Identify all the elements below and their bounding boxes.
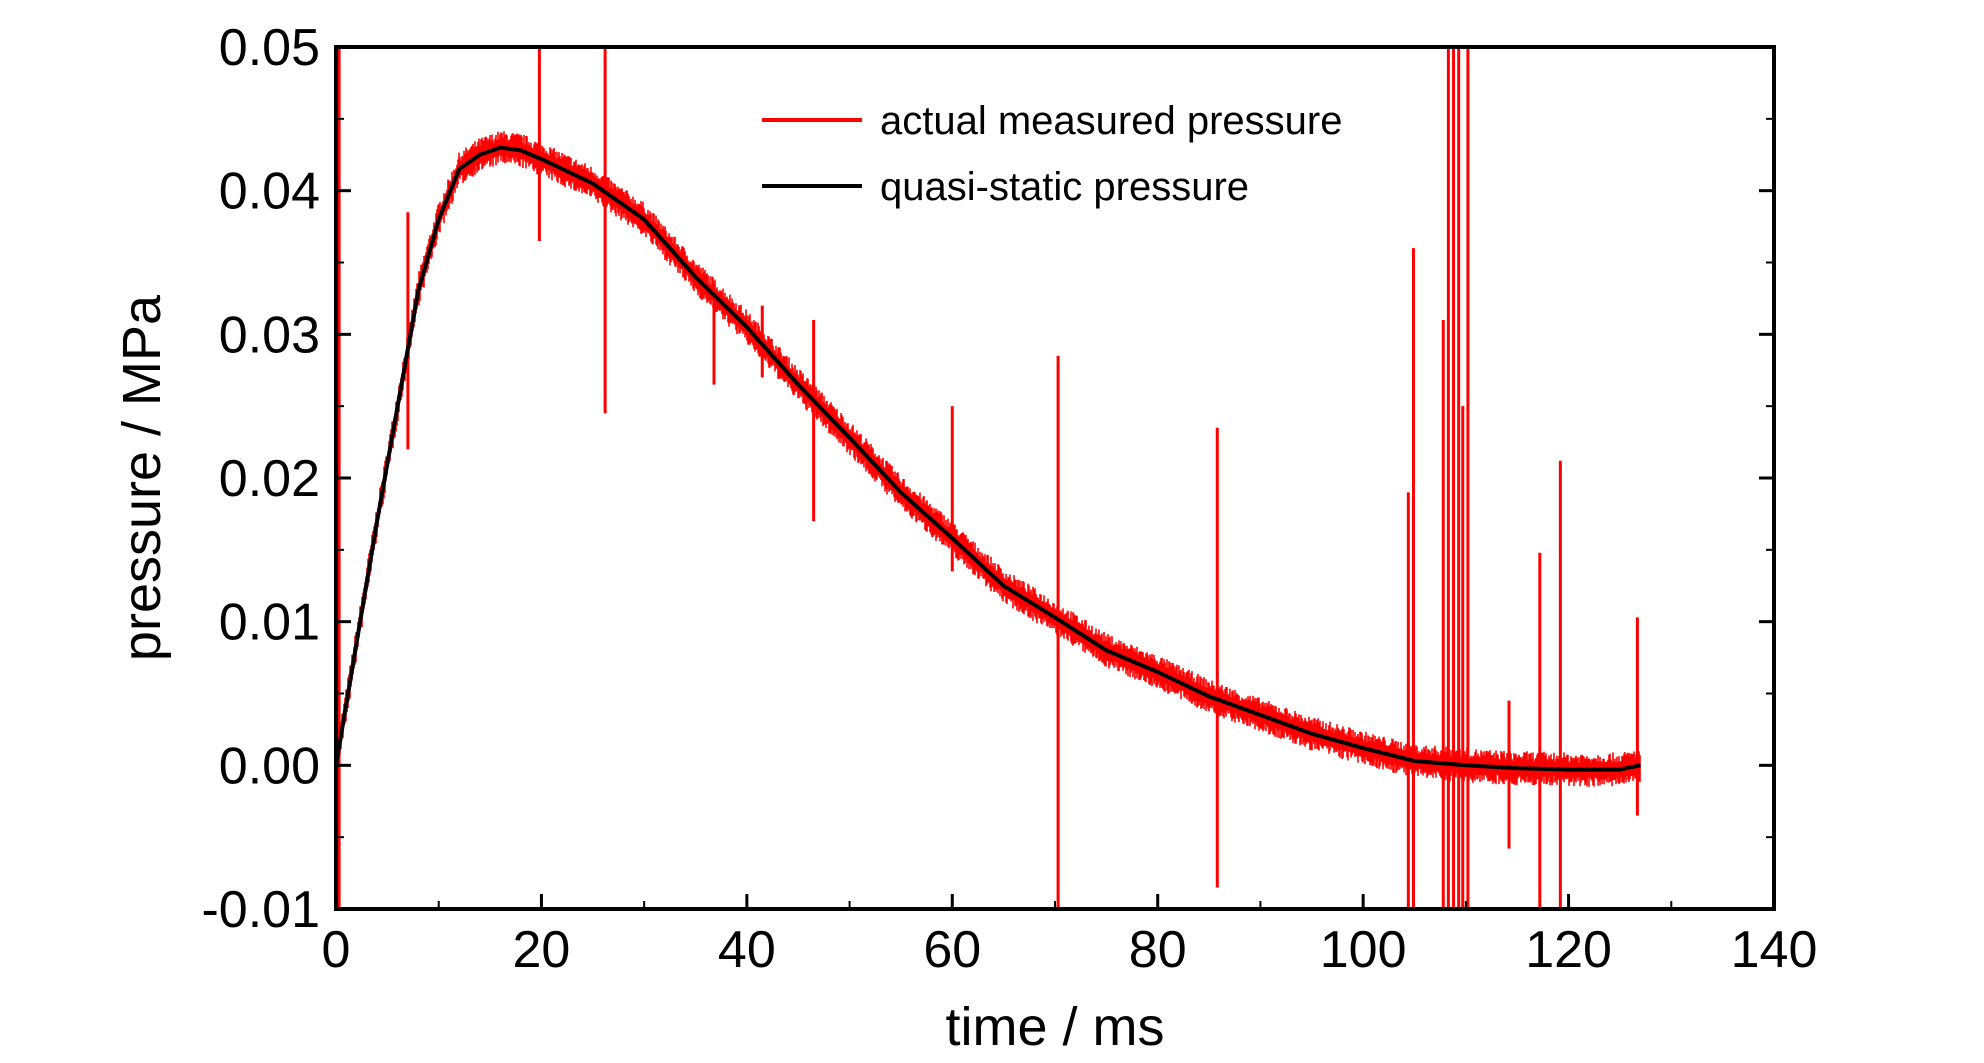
y-tick-label-3: 0.02 [219, 450, 320, 508]
y-tick-label-0: -0.01 [201, 881, 320, 939]
axis-ticks: 0 20 40 60 80 100 120 140 -0.01 0.00 0.01 0.02 0.03 0… [201, 19, 1817, 979]
legend-label-quasi-static: quasi-static pressure [880, 165, 1249, 209]
legend: actual measured pressure quasi-static pr… [762, 99, 1342, 209]
series-quasi-static-pressure-line [334, 145, 1641, 772]
legend-label-measured: actual measured pressure [880, 99, 1342, 143]
x-tick-label-0: 0 [322, 921, 351, 979]
x-tick-label-3: 60 [923, 921, 981, 979]
y-tick-label-2: 0.01 [219, 594, 320, 652]
x-tick-label-5: 100 [1320, 921, 1407, 979]
x-tick-label-2: 40 [718, 921, 776, 979]
x-tick-label-4: 80 [1129, 921, 1187, 979]
x-tick-label-6: 120 [1525, 921, 1612, 979]
x-axis-title: time / ms [945, 997, 1164, 1057]
y-tick-label-4: 0.03 [219, 306, 320, 364]
y-tick-label-1: 0.00 [219, 737, 320, 795]
y-axis-title: pressure / MPa [112, 294, 172, 661]
y-tick-label-5: 0.04 [219, 163, 320, 221]
x-tick-label-1: 20 [513, 921, 571, 979]
y-tick-label-6: 0.05 [219, 19, 320, 77]
x-tick-label-7: 140 [1731, 921, 1818, 979]
plot-data-layer [334, 47, 1641, 909]
